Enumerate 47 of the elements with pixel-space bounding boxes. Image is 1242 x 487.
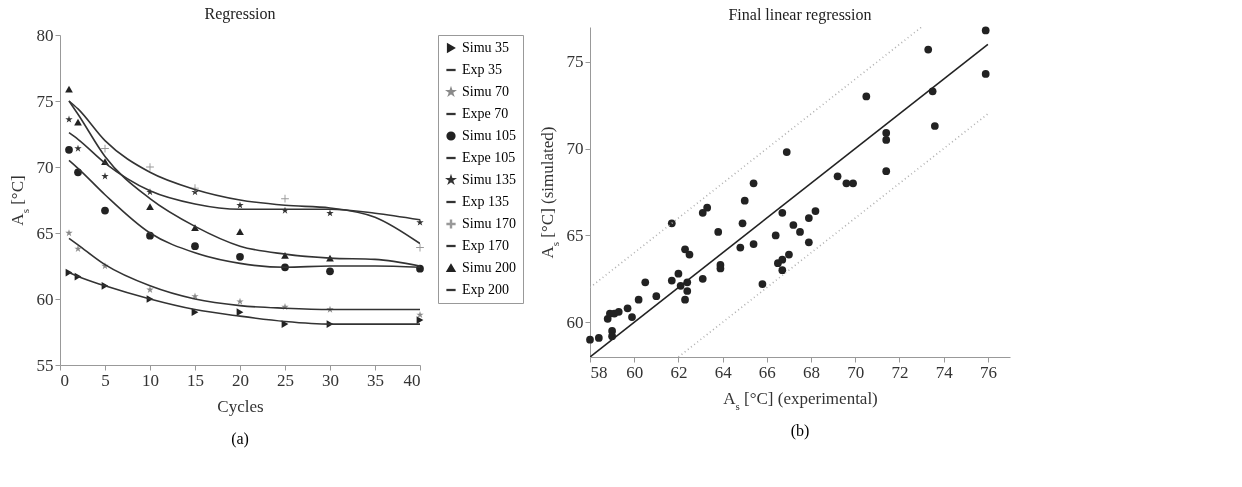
x-tick-label: 74 <box>935 362 954 382</box>
x-tick-label: 62 <box>670 362 688 382</box>
x-axis-title: Cycles <box>217 396 264 416</box>
x-tick-label: 0 <box>60 370 69 390</box>
x-tick-label: 25 <box>277 370 294 390</box>
y-tick-label: 70 <box>36 157 54 177</box>
legend-label: Exp 135 <box>462 194 510 209</box>
x-tick-label: 76 <box>979 362 997 382</box>
legend-label: Expe 70 <box>462 106 509 121</box>
text: (a) <box>231 430 249 448</box>
legend-label: Simu 170 <box>462 216 517 231</box>
legend-label: Exp 35 <box>462 62 503 77</box>
legend-label: Exp 200 <box>462 282 510 297</box>
legend-label: Simu 105 <box>462 128 517 143</box>
x-axis-title: A$_{s}$ [°C] (experimental) <box>723 388 878 412</box>
x-tick-label: 30 <box>322 370 339 390</box>
x-tick-label: 35 <box>367 370 384 390</box>
y-tick-label: 60 <box>36 289 54 309</box>
y-tick-label: 65 <box>36 223 54 243</box>
y-tick-label: 65 <box>566 225 584 245</box>
text: (b) <box>790 422 810 440</box>
x-tick-label: 68 <box>803 362 821 382</box>
x-tick-label: 72 <box>891 362 909 382</box>
x-tick-label: 10 <box>142 370 159 390</box>
x-tick-label: 58 <box>590 362 608 382</box>
y-tick-label: 60 <box>566 312 584 332</box>
legend-label: Simu 200 <box>462 260 517 275</box>
legend-label: Exp 170 <box>462 238 510 253</box>
x-tick-label: 40 <box>403 370 421 390</box>
legend-label: Simu 135 <box>462 172 517 187</box>
y-tick-label: 80 <box>36 25 54 45</box>
x-tick-label: 66 <box>758 362 776 382</box>
y-tick-label: 55 <box>36 355 54 375</box>
y-tick-label: 75 <box>36 91 54 111</box>
x-tick-label: 70 <box>847 362 865 382</box>
chart-title: Regression <box>204 5 276 23</box>
y-tick-label: 75 <box>566 52 584 72</box>
x-tick-label: 5 <box>101 370 110 390</box>
chart-title: Final linear regression <box>728 5 872 24</box>
legend-label: Simu 35 <box>462 40 510 55</box>
legend-label: Simu 70 <box>462 84 510 99</box>
y-tick-label: 70 <box>566 139 584 159</box>
x-tick-label: 64 <box>714 362 733 382</box>
legend-label: Expe 105 <box>462 150 516 165</box>
x-tick-label: 15 <box>187 370 204 390</box>
x-tick-label: 60 <box>626 362 644 382</box>
x-tick-label: 20 <box>232 370 249 390</box>
